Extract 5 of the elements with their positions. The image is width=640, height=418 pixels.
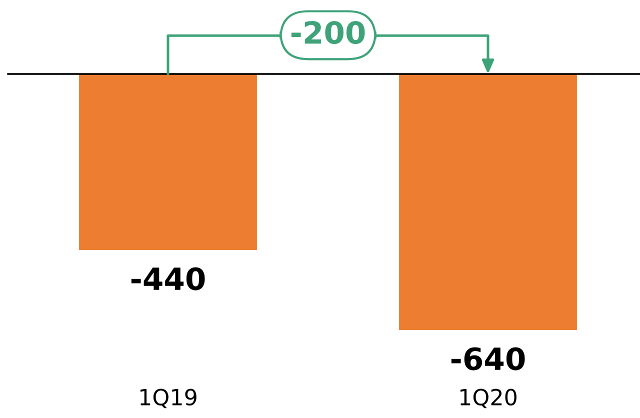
data-label: -640: [451, 347, 525, 370]
x-tick-label: 1Q20: [460, 388, 516, 408]
text: -200: [291, 20, 365, 44]
x-tick-label: 1Q19: [140, 388, 196, 408]
data-label: -440: [131, 267, 205, 290]
